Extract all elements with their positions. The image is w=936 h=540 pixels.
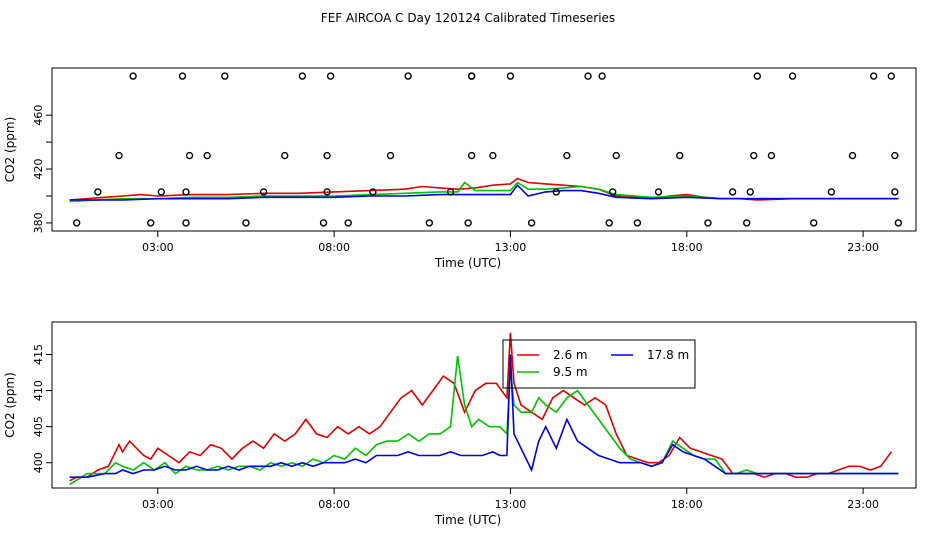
marker-point xyxy=(182,219,190,227)
marker-point xyxy=(728,188,737,196)
marker-point xyxy=(94,188,102,196)
marker-point xyxy=(115,151,123,160)
chart-title: FEF AIRCOA C Day 120124 Calibrated Times… xyxy=(321,11,615,25)
plot-frame xyxy=(51,67,917,232)
marker-point xyxy=(563,151,571,160)
marker-point xyxy=(157,188,166,196)
marker-point xyxy=(552,188,560,196)
marker-point xyxy=(185,151,194,160)
marker-point xyxy=(605,219,613,227)
y-tick-label: 460 xyxy=(32,105,45,126)
plot-frame xyxy=(51,321,917,489)
x-tick-label: 13:00 xyxy=(495,498,527,511)
series-line-17-8-m xyxy=(69,354,899,479)
marker-point xyxy=(767,151,776,160)
series-line-2-6-m xyxy=(69,332,892,482)
marker-point xyxy=(446,188,455,196)
marker-point xyxy=(369,188,377,196)
y-tick-label: 415 xyxy=(32,344,45,365)
marker-point xyxy=(464,219,472,227)
marker-point xyxy=(242,219,250,227)
top-panel: 03:00 08:00 13:00 18:00 23:00 380 420 460 Time (… xyxy=(3,67,917,270)
marker-point xyxy=(527,219,536,227)
marker-point xyxy=(891,151,899,160)
marker-point xyxy=(404,72,412,80)
legend-label: 2.6 m xyxy=(553,348,588,362)
marker-point xyxy=(887,72,896,80)
marker-point xyxy=(891,188,899,196)
marker-point xyxy=(506,72,515,80)
marker-point xyxy=(344,219,352,227)
marker-point xyxy=(869,72,878,80)
y-tick-label: 420 xyxy=(32,159,45,180)
marker-point xyxy=(827,188,836,196)
y-axis-label: CO2 (ppm) xyxy=(3,117,17,183)
marker-point xyxy=(894,219,903,227)
marker-point xyxy=(259,188,268,196)
x-tick-label: 23:00 xyxy=(847,241,879,254)
y-tick-label: 405 xyxy=(32,416,45,437)
x-tick-label: 03:00 xyxy=(142,498,174,511)
marker-point xyxy=(676,151,684,160)
series-line-17-8-m xyxy=(69,183,899,201)
marker-point xyxy=(178,72,187,80)
marker-point xyxy=(281,151,289,160)
marker-point xyxy=(72,219,81,227)
marker-point xyxy=(298,72,307,80)
marker-point xyxy=(612,151,620,160)
marker-point xyxy=(203,151,211,160)
y-tick-label: 410 xyxy=(32,380,45,401)
marker-point xyxy=(326,72,335,80)
marker-point xyxy=(704,219,712,227)
y-tick-label: 400 xyxy=(32,452,45,473)
marker-point xyxy=(147,219,155,227)
marker-point xyxy=(633,219,642,227)
marker-point xyxy=(467,72,476,80)
marker-point xyxy=(810,219,818,227)
y-axis-label: CO2 (ppm) xyxy=(3,372,17,438)
marker-point xyxy=(584,72,592,80)
bottom-panel: 03:00 08:00 13:00 18:00 23:00 400 405 410 415 Tim… xyxy=(3,321,917,527)
marker-point xyxy=(129,72,137,80)
marker-point xyxy=(746,188,754,196)
marker-point xyxy=(425,219,434,227)
legend-box xyxy=(502,339,696,389)
y-tick-label: 380 xyxy=(32,212,45,233)
x-tick-label: 18:00 xyxy=(671,498,703,511)
marker-point xyxy=(221,72,229,80)
x-tick-label: 08:00 xyxy=(318,241,350,254)
marker-point xyxy=(323,151,331,160)
marker-point xyxy=(467,151,476,160)
marker-point xyxy=(750,151,758,160)
marker-point xyxy=(609,188,617,196)
marker-point xyxy=(386,151,395,160)
marker-point xyxy=(753,72,762,80)
marker-point xyxy=(598,72,606,80)
marker-point xyxy=(489,151,497,160)
legend-label: 9.5 m xyxy=(553,365,588,379)
marker-point xyxy=(788,72,797,80)
x-tick-label: 18:00 xyxy=(671,241,703,254)
marker-point xyxy=(848,151,857,160)
marker-point xyxy=(323,188,331,196)
legend-label: 17.8 m xyxy=(647,348,689,362)
x-tick-label: 13:00 xyxy=(495,241,527,254)
marker-point xyxy=(319,219,328,227)
x-axis-label: Time (UTC) xyxy=(434,513,501,527)
x-tick-label: 08:00 xyxy=(318,498,350,511)
series-line-9-5-m xyxy=(69,355,899,486)
marker-point xyxy=(654,188,663,196)
marker-point xyxy=(743,219,751,227)
x-tick-label: 23:00 xyxy=(847,498,879,511)
marker-point xyxy=(182,188,190,196)
x-tick-label: 03:00 xyxy=(142,241,174,254)
x-axis-label: Time (UTC) xyxy=(434,256,501,270)
